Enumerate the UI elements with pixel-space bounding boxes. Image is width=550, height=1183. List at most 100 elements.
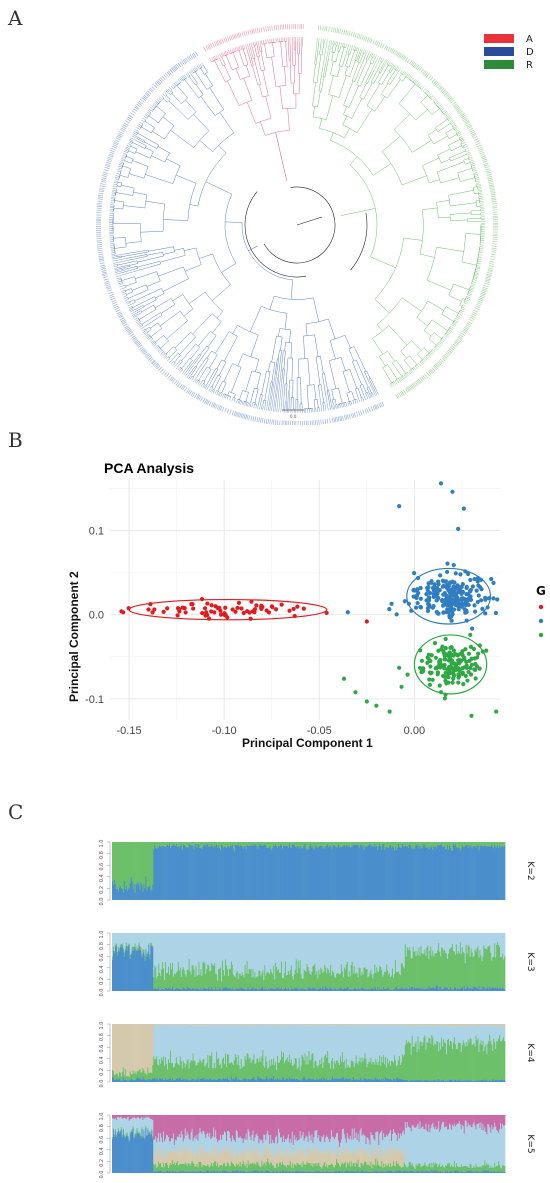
tree-tip-branch	[238, 46, 241, 51]
structure-bar-segment	[139, 933, 141, 947]
tree-tip-branch	[400, 376, 404, 381]
structure-bar-segment	[336, 847, 338, 900]
tree-tip-label	[464, 325, 470, 329]
tree-arc	[136, 260, 138, 264]
structure-bar-segment	[460, 842, 463, 849]
tree-tip-label	[485, 168, 491, 171]
structure-bar-segment	[186, 842, 189, 847]
structure-bar-segment	[237, 978, 240, 989]
structure-bar-segment	[441, 845, 443, 900]
tree-tip-branch	[437, 103, 441, 107]
tree-tip-label	[110, 149, 116, 153]
tree-branch	[356, 109, 373, 133]
structure-bar-segment	[300, 933, 302, 975]
tree-tip-label	[198, 395, 202, 401]
structure-bar-segment	[205, 846, 207, 900]
tree-tip-label	[471, 134, 477, 137]
tree-branch	[381, 135, 401, 152]
tree-tip-branch	[346, 44, 349, 51]
tree-tip-branch	[421, 86, 425, 90]
structure-bar-segment	[446, 848, 448, 900]
structure-bar-segment	[366, 842, 368, 848]
tree-tip-branch	[222, 393, 225, 398]
structure-bar-segment	[280, 845, 283, 900]
structure-bar-segment	[221, 842, 223, 845]
pca-point-d	[437, 588, 442, 593]
tree-tip-branch	[353, 45, 355, 50]
structure-bar-segment	[167, 842, 169, 845]
tree-tip-label	[356, 411, 359, 417]
structure-bar-segment	[436, 842, 438, 849]
tree-tip-branch	[202, 384, 205, 388]
tree-tip-branch	[319, 393, 323, 412]
structure-bar-segment	[329, 842, 331, 846]
structure-bar-segment	[226, 845, 229, 900]
structure-bar-segment	[501, 842, 503, 847]
tree-tip-branch	[345, 43, 347, 48]
tree-tip-branch	[115, 175, 120, 177]
structure-bar-segment	[287, 842, 290, 848]
tree-arc	[207, 366, 212, 370]
structure-bar-segment	[400, 842, 403, 848]
tree-tip-branch	[370, 393, 373, 398]
tree-tip-label	[316, 419, 318, 425]
structure-bar-segment	[186, 933, 189, 970]
tree-tip-label	[274, 419, 277, 425]
tree-tip-branch	[339, 403, 341, 408]
structure-bar-segment	[235, 933, 238, 973]
tree-branch	[235, 68, 241, 80]
structure-bar-segment	[160, 842, 162, 847]
tree-tip-label	[254, 28, 257, 34]
tree-tip-label	[228, 35, 232, 41]
tree-tip-label	[484, 166, 490, 169]
structure-bar-segment	[269, 845, 271, 900]
tree-tip-label	[424, 373, 428, 378]
structure-bar-segment	[226, 988, 229, 991]
tree-branch	[114, 200, 124, 203]
tree-tip-label	[387, 46, 391, 52]
structure-bar-segment	[395, 842, 398, 850]
tree-tip-label	[485, 170, 491, 173]
tree-tip-label	[469, 316, 475, 320]
structure-bar-segment	[480, 842, 482, 846]
structure-bar-segment	[283, 972, 286, 989]
tree-branch	[471, 213, 481, 216]
tree-arc	[241, 222, 293, 281]
structure-bar-segment	[133, 946, 135, 949]
structure-bar-segment	[159, 842, 161, 846]
tree-tip-label	[378, 402, 382, 408]
tree-tip-label	[145, 92, 150, 96]
pca-point-d	[468, 577, 473, 583]
structure-bar-segment	[284, 961, 287, 988]
structure-bar-segment	[223, 842, 225, 848]
structure-bar-segment	[128, 943, 131, 945]
structure-bar-segment	[166, 972, 168, 988]
tree-arc	[146, 116, 149, 119]
tree-tip-label	[333, 27, 335, 33]
structure-bar-segment	[321, 845, 323, 900]
tree-tip-label	[97, 248, 103, 250]
tree-tip-label	[375, 41, 379, 46]
structure-bar-segment	[456, 842, 459, 849]
tree-tip-branch	[114, 268, 126, 272]
tree-branch	[171, 353, 179, 361]
tree-tip-label	[424, 72, 429, 77]
structure-bar-segment	[293, 987, 296, 991]
structure-bar-segment	[223, 970, 225, 988]
tree-tip-label	[213, 403, 217, 409]
tree-arc	[420, 102, 433, 115]
structure-bar-segment	[356, 844, 358, 900]
tree-tip-label	[193, 52, 197, 58]
tree-branch	[319, 42, 322, 55]
tree-branch	[351, 391, 355, 400]
pca-point-d	[464, 592, 469, 597]
tree-branch	[189, 204, 198, 207]
structure-bar-segment	[181, 989, 184, 991]
tree-tip-label	[116, 311, 122, 315]
structure-bar-segment	[313, 842, 315, 850]
tree-tip-branch	[236, 399, 238, 403]
tree-tip-label	[143, 94, 148, 99]
structure-bar-segment	[213, 933, 215, 966]
tree-arc	[342, 124, 358, 133]
structure-bar-segment	[473, 845, 475, 900]
